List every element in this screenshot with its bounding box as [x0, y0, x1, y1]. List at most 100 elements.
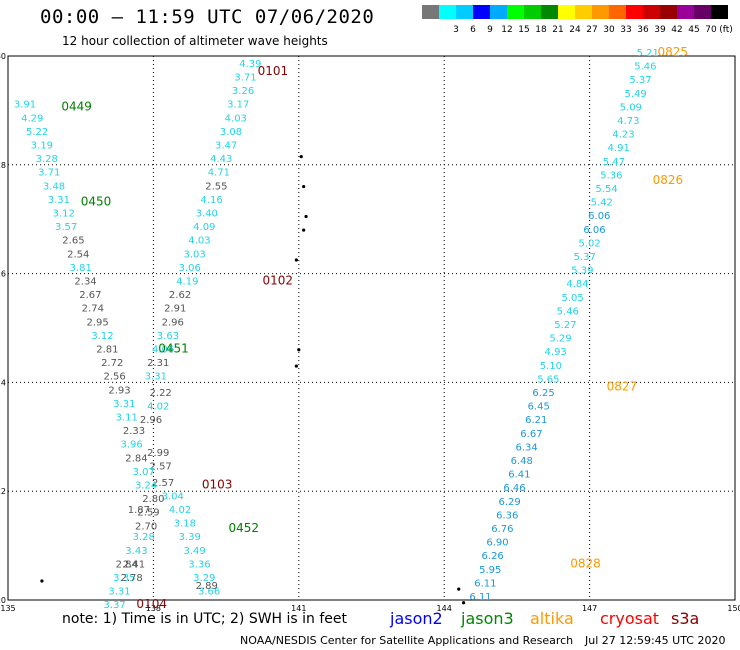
wave-height-label: 4.39 — [239, 59, 261, 70]
wave-height-label: 6.76 — [491, 524, 513, 535]
pass-label: 0104 — [136, 597, 167, 611]
wave-height-label: 5.37 — [574, 252, 596, 263]
wave-height-label: 2.31 — [147, 358, 169, 369]
colorbar-label: 6 — [470, 25, 476, 35]
wave-height-label: 2.96 — [140, 415, 162, 426]
wave-height-label: 4.03 — [188, 236, 210, 247]
pass-label: 0101 — [258, 64, 289, 78]
wave-height-label: 3.43 — [125, 546, 147, 557]
pass-label: 0449 — [61, 99, 92, 113]
colorbar-swatch — [490, 5, 507, 19]
wave-height-label: 2.81 — [96, 344, 118, 355]
wave-height-label: 2.41 — [123, 559, 145, 570]
wave-height-label: 6.36 — [496, 510, 518, 521]
wave-height-label: 2.57 — [152, 478, 174, 489]
wave-height-label: 2.22 — [150, 388, 172, 399]
wave-height-label: 2.54 — [67, 249, 89, 260]
x-tick-label: 147 — [582, 604, 597, 613]
wave-height-label: 5.21 — [637, 48, 659, 59]
timestamp-text: Jul 27 12:59:45 UTC 2020 — [585, 634, 726, 647]
wave-height-label: 3.31 — [145, 372, 167, 383]
wave-height-label: 3.28 — [36, 154, 58, 165]
colorbar-label: 27 — [586, 25, 597, 35]
wave-height-label: 3.40 — [196, 208, 218, 219]
wave-height-label: 3.81 — [70, 263, 92, 274]
wave-height-label: 2.62 — [169, 290, 191, 301]
wave-height-label: 2.34 — [74, 276, 96, 287]
pass-label: 0451 — [158, 341, 189, 355]
colorbar-swatch — [439, 5, 456, 19]
pass-label: 0450 — [81, 195, 112, 209]
wave-height-label: 3.96 — [120, 440, 142, 451]
wave-height-label: 3.12 — [53, 208, 75, 219]
wave-height-label: 3.24 — [135, 480, 157, 491]
wave-height-label: 4.09 — [193, 222, 215, 233]
wave-height-label: 4.93 — [545, 347, 567, 358]
wave-height-label: 2.65 — [62, 236, 84, 247]
wave-height-label: 2.33 — [123, 426, 145, 437]
wave-height-label: 6.06 — [588, 211, 610, 222]
wave-height-label: 2.99 — [147, 448, 169, 459]
colorbar-label: 33 — [620, 25, 631, 35]
colorbar-swatch — [473, 5, 490, 19]
wave-height-label: 2.80 — [142, 494, 164, 505]
colorbar-swatch — [592, 5, 609, 19]
colorbar-label: 70 — [705, 25, 717, 35]
colorbar-label: 36 — [637, 25, 649, 35]
wave-height-label: 6.67 — [520, 429, 542, 440]
wave-height-label: 2.84 — [116, 559, 138, 570]
wave-height-label: 2.70 — [135, 521, 157, 532]
wave-height-label: 5.65 — [537, 374, 559, 385]
colorbar-swatch — [558, 5, 575, 19]
wave-height-label: 4.06 — [152, 344, 174, 355]
wave-height-label: 5.09 — [620, 102, 642, 113]
wave-height-label: 3.28 — [133, 532, 155, 543]
wave-height-label: 6.90 — [486, 538, 508, 549]
wave-height-label: 5.49 — [625, 89, 647, 100]
mission-legend-jason3: jason3 — [461, 609, 514, 628]
credit-text: NOAA/NESDIS Center for Satellite Applica… — [240, 634, 574, 647]
map-frame — [7, 55, 736, 601]
wave-height-label: 3.63 — [157, 331, 179, 342]
wave-height-label: 2.72 — [101, 358, 123, 369]
colorbar-swatch — [643, 5, 660, 19]
mission-legend-cryosat: cryosat — [600, 609, 660, 628]
x-tick-label: 135 — [0, 604, 15, 613]
wave-height-label: 5.42 — [591, 198, 613, 209]
map-title: 00:00 – 11:59 UTC 07/06/2020 — [40, 6, 375, 28]
wave-height-label: 2.96 — [162, 317, 184, 328]
wave-height-label: 6.25 — [532, 388, 554, 399]
wave-height-label: 2.91 — [164, 304, 186, 315]
wave-height-label: 6.26 — [482, 551, 504, 562]
wave-height-label: 3.12 — [91, 331, 113, 342]
colorbar-unit: (ft) — [719, 25, 733, 35]
x-tick-label: 144 — [437, 604, 452, 613]
colorbar-label: 30 — [603, 25, 615, 35]
wave-height-label: 2.84 — [125, 453, 147, 464]
wave-height-label: 5.95 — [479, 565, 501, 576]
island-mark — [304, 214, 308, 219]
island-mark — [299, 155, 303, 159]
colorbar-swatch — [575, 5, 592, 19]
wave-height-label: 4.16 — [200, 195, 222, 206]
wave-height-label: 2.74 — [82, 304, 104, 315]
wave-height-label: 6.46 — [503, 483, 525, 494]
wave-height-label: 3.66 — [198, 587, 220, 598]
pass-label: 0827 — [607, 380, 638, 394]
wave-height-label: 6.11 — [469, 592, 491, 603]
island-mark — [457, 587, 461, 591]
pass-label: 0825 — [657, 45, 688, 59]
colorbar-swatch — [541, 5, 558, 19]
wave-height-label: 3.49 — [183, 546, 205, 557]
wave-height-label: 6.11 — [474, 578, 496, 589]
pass-label: 0826 — [653, 173, 684, 187]
wave-height-label: 2.93 — [108, 385, 130, 396]
island-mark — [461, 601, 466, 605]
wave-height-label: 2.57 — [150, 461, 172, 472]
wave-height-label: 3.36 — [188, 559, 210, 570]
wave-height-label: 6.45 — [528, 402, 550, 413]
wave-height-label: 5.05 — [562, 293, 584, 304]
wave-height-label: 3.26 — [232, 86, 254, 97]
wave-height-label: 3.31 — [113, 399, 135, 410]
wave-height-label: 3.71 — [234, 72, 256, 83]
